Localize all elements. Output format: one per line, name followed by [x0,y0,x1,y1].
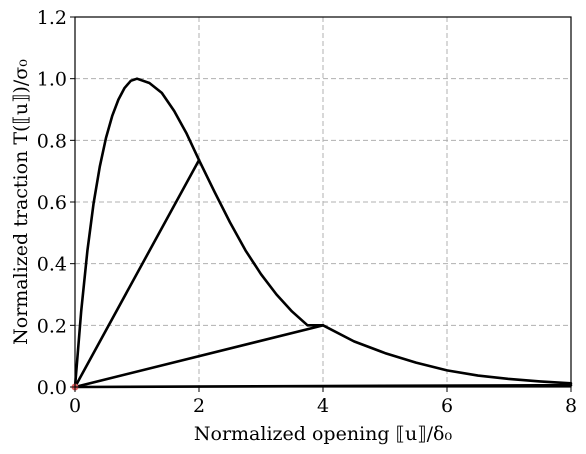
y-tick-label: 1.2 [37,7,67,29]
unloading-line [73,158,201,389]
x-axis-label: Normalized opening ⟦u⟧/δ₀ [194,423,453,445]
x-tick-label: 4 [317,395,329,417]
x-tick-label: 6 [441,395,453,417]
unloading-line [73,324,325,389]
x-axis-ticks: 0 2 4 6 8 [69,387,577,417]
traction-curve [73,77,573,389]
y-axis-ticks: 0.0 0.2 0.4 0.6 0.8 1.0 1.2 [37,7,75,399]
y-tick-label: 0.4 [37,254,67,276]
y-tick-label: 0.8 [37,130,67,152]
x-tick-label: 0 [69,395,81,417]
y-axis-label: Normalized traction T(⟦u⟧)/σ₀ [10,59,32,345]
grid [75,17,571,387]
x-tick-label: 8 [565,395,577,417]
y-tick-label: 1.0 [37,69,67,91]
y-tick-label: 0.0 [37,377,67,399]
series-group [71,77,573,391]
x-tick-label: 2 [193,395,205,417]
y-tick-label: 0.2 [37,315,67,337]
y-tick-label: 0.6 [37,192,67,214]
